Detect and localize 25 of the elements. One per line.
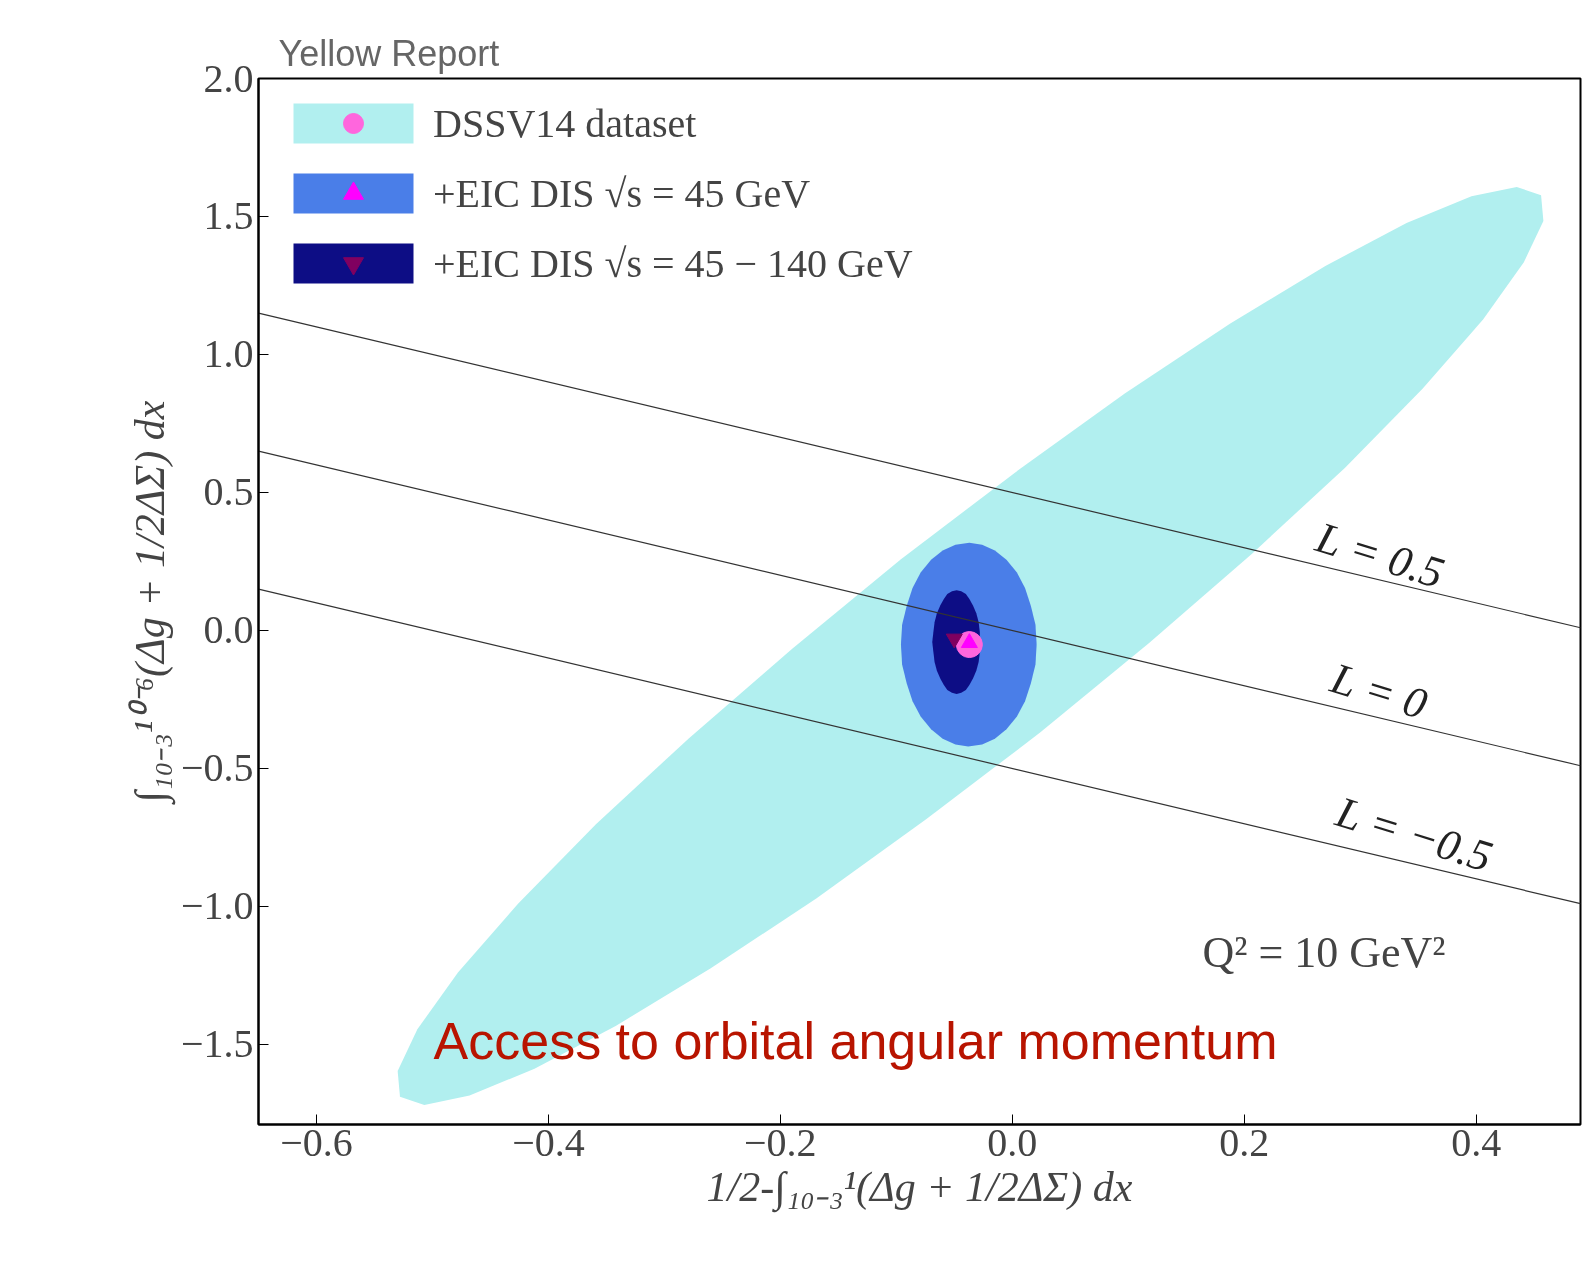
legend-label: +EIC DIS √s = 45 − 140 GeV xyxy=(433,239,913,287)
y-tick-label: 2.0 xyxy=(203,55,254,101)
annotation: Q² = 10 GeV² xyxy=(1202,927,1446,977)
x-tick-label: −0.6 xyxy=(280,1119,353,1165)
x-tick-label: 0.0 xyxy=(987,1119,1038,1165)
y-tick-label: −1.0 xyxy=(180,883,254,929)
annotation: L = 0.5 xyxy=(1309,512,1450,599)
y-tick-label: 1.5 xyxy=(203,193,254,239)
y-axis-title: ∫₁₀₋₃¹⁰⁻⁶(Δg + 1/2ΔΣ) dx xyxy=(126,400,176,806)
chart-title: Yellow Report xyxy=(278,32,500,74)
annotation: Access to orbital angular momentum xyxy=(433,1011,1278,1070)
y-tick-label: 0.0 xyxy=(203,607,254,653)
x-tick-label: 0.4 xyxy=(1451,1119,1502,1165)
x-tick-label: −0.2 xyxy=(744,1119,817,1165)
annotation: L = −0.5 xyxy=(1329,787,1498,882)
y-tick-label: −0.5 xyxy=(180,745,254,791)
y-tick-label: 0.5 xyxy=(203,469,254,515)
legend-label: DSSV14 dataset xyxy=(433,99,697,147)
x-tick-label: −0.4 xyxy=(512,1119,585,1165)
annotation: L = 0 xyxy=(1324,653,1433,730)
y-tick-label: −1.5 xyxy=(180,1021,254,1067)
y-tick-label: 1.0 xyxy=(203,331,254,377)
x-tick-label: 0.2 xyxy=(1219,1119,1270,1165)
legend-label: +EIC DIS √s = 45 GeV xyxy=(433,169,811,217)
x-axis-title: 1/2-∫₁₀₋₃¹(Δg + 1/2ΔΣ) dx xyxy=(706,1163,1133,1213)
